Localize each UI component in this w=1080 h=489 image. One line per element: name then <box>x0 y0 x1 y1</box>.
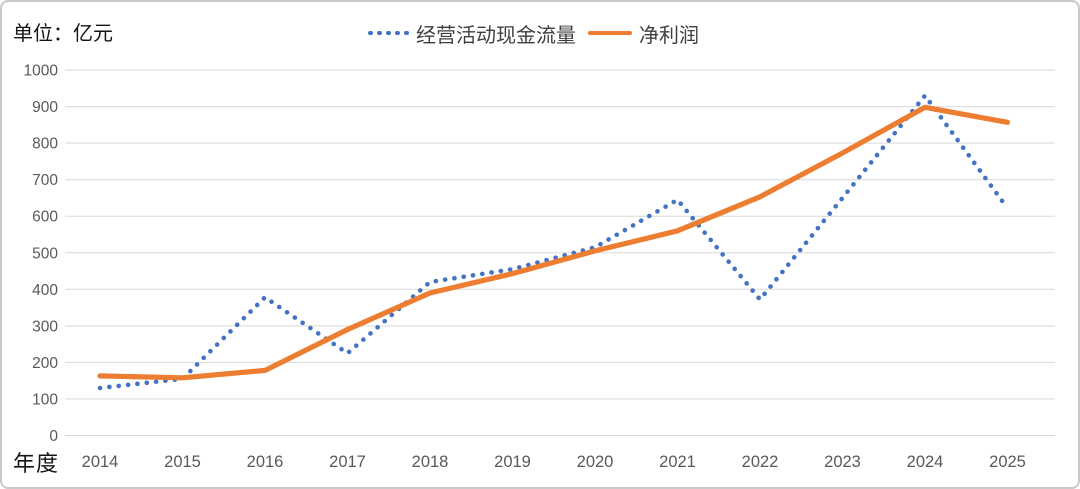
legend-label-cashflow: 经营活动现金流量 <box>415 24 576 47</box>
cashflow-dotted-line-icon <box>368 30 409 36</box>
y-tick-label: 0 <box>49 428 58 445</box>
cashflow-series-line <box>97 93 1010 391</box>
legend-label-netprofit: 净利润 <box>638 24 699 47</box>
legend-item-cashflow: 经营活动现金流量 <box>368 19 576 48</box>
y-tick-label: 900 <box>32 99 58 116</box>
legend-dot <box>368 30 373 36</box>
netprofit-series-line <box>97 104 1011 381</box>
x-tick-label: 2024 <box>907 453 944 471</box>
x-tick-label: 2017 <box>329 453 366 471</box>
y-tick-label: 200 <box>32 355 58 372</box>
y-tick-label: 800 <box>32 136 58 153</box>
legend-dot <box>377 30 382 36</box>
y-tick-label: 300 <box>32 318 58 335</box>
legend: 经营活动现金流量 净利润 <box>368 19 699 48</box>
x-tick-label: 2022 <box>742 453 779 471</box>
legend-dot <box>395 30 400 36</box>
x-tick-label: 2016 <box>247 453 284 471</box>
y-tick-label: 700 <box>32 172 58 189</box>
y-tick-label: 100 <box>32 391 58 408</box>
gridlines <box>65 69 1055 436</box>
y-tick-label: 600 <box>32 209 58 226</box>
y-tick-label: 400 <box>32 282 58 299</box>
legend-item-netprofit: 净利润 <box>587 19 699 48</box>
x-tick-label: 2014 <box>82 453 119 471</box>
x-tick-label: 2021 <box>659 453 696 471</box>
x-axis-title: 年度 <box>13 451 60 476</box>
x-axis-tick-labels: 2014 2015 2016 2017 2018 2019 2020 2021 2022 2023… <box>82 453 1026 471</box>
x-tick-label: 2015 <box>164 453 201 471</box>
y-axis-tick-labels: 0 100 200 300 400 500 600 700 800 900 1000 <box>24 63 59 446</box>
x-tick-label: 2023 <box>824 453 861 471</box>
x-tick-label: 2025 <box>989 453 1026 471</box>
x-tick-label: 2020 <box>577 453 614 471</box>
y-tick-label: 1000 <box>24 63 59 80</box>
unit-label: 单位：亿元 <box>13 23 113 45</box>
netprofit-solid-line-icon <box>587 30 632 36</box>
x-tick-label: 2018 <box>412 453 449 471</box>
legend-dot <box>386 30 391 36</box>
y-tick-label: 500 <box>32 245 58 262</box>
x-tick-label: 2019 <box>494 453 531 471</box>
legend-dot <box>404 30 409 36</box>
